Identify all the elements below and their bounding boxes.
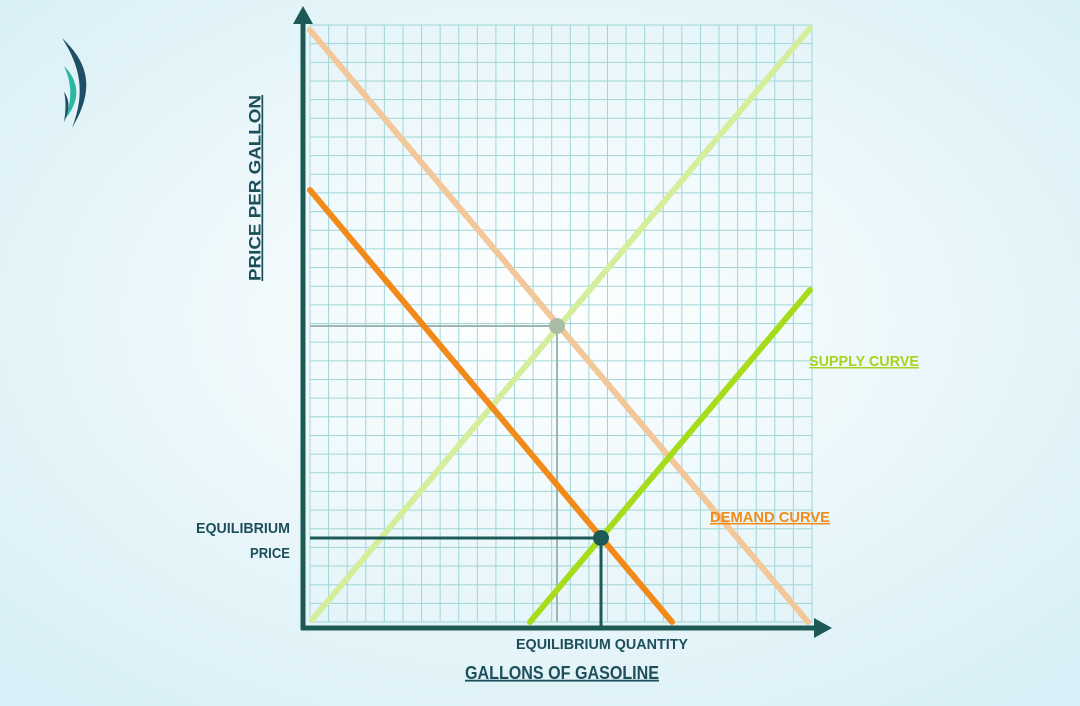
old-equilibrium-point — [549, 318, 565, 334]
equilibrium-price-label: PRICE — [250, 545, 290, 562]
logo — [62, 38, 87, 128]
x-axis-label: GALLONS OF GASOLINE — [465, 663, 659, 683]
logo-stroke — [64, 92, 69, 122]
logo-stroke — [62, 38, 87, 128]
y-axis-arrow — [293, 6, 313, 24]
grid — [309, 24, 813, 623]
demand-label: DEMAND CURVE — [710, 509, 830, 526]
demand-curve — [307, 187, 675, 625]
equilibrium-point — [593, 530, 609, 546]
y-axis-label: PRICE PER GALLON — [245, 95, 264, 281]
logo-stroke — [64, 66, 77, 118]
supply-curve — [527, 287, 813, 625]
supply-label: SUPPLY CURVE — [809, 353, 919, 370]
equilibrium-price-label: EQUILIBRIUM — [196, 520, 290, 537]
x-axis-arrow — [814, 618, 832, 638]
equilibrium-quantity-label: EQUILIBRIUM QUANTITY — [516, 636, 688, 653]
